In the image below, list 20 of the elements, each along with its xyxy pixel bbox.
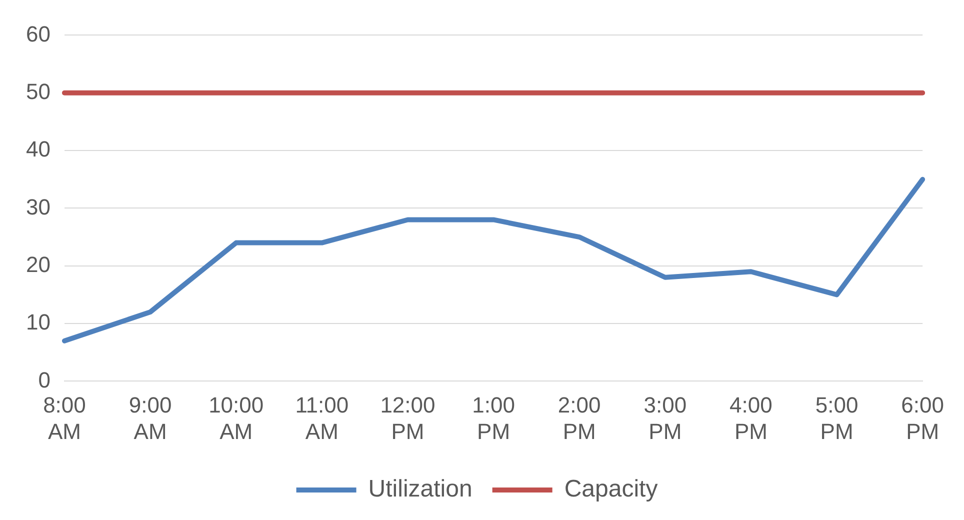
legend-label: Utilization: [368, 476, 472, 503]
x-tick-label: 8:00 AM: [43, 392, 86, 444]
y-tick-label: 40: [26, 136, 50, 162]
x-tick-label: 5:00 PM: [815, 392, 858, 444]
x-tick-label: 11:00 AM: [295, 392, 349, 444]
y-tick-label: 30: [26, 194, 50, 220]
x-tick-label: 3:00 PM: [644, 392, 687, 444]
x-tick-label: 12:00 PM: [380, 392, 436, 444]
x-tick-label: 2:00 PM: [558, 392, 601, 444]
x-tick-label: 9:00 AM: [128, 392, 172, 444]
x-tick-label: 4:00 PM: [730, 392, 772, 444]
x-tick-label: 1:00 PM: [472, 392, 515, 444]
y-tick-label: 60: [26, 21, 50, 46]
legend-label: Capacity: [564, 476, 658, 503]
x-tick-label: 10:00 AM: [208, 392, 264, 444]
y-tick-label: 20: [26, 252, 50, 277]
y-tick-label: 10: [26, 310, 50, 335]
x-tick-label: 6:00 PM: [901, 392, 944, 444]
y-tick-label: 50: [26, 78, 50, 104]
y-tick-label: 0: [38, 367, 50, 392]
